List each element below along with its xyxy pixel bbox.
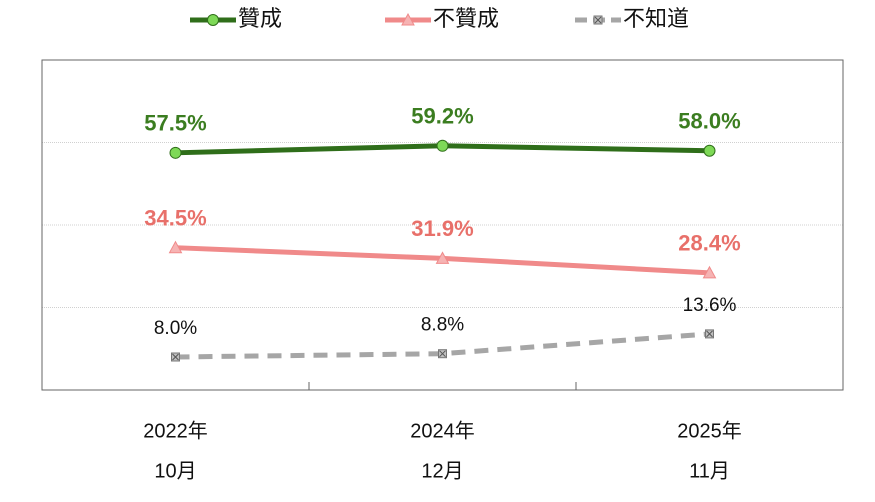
plot-frame [41,59,844,391]
marker [702,265,717,279]
x-tick-label: 11月 [689,460,730,482]
legend-label: 不知道 [623,6,689,31]
marker [436,139,449,152]
series-line [175,331,710,360]
x-tick-label: 2024年 [410,419,475,442]
data-label: 13.6% [683,295,737,316]
marker [705,329,714,339]
marker [435,251,450,264]
legend-label: 贊成 [238,6,282,31]
marker [401,12,415,26]
data-label: 34.5% [144,206,206,231]
x-tick-label: 10月 [154,460,196,482]
data-label: 8.8% [421,315,464,336]
marker [703,144,716,157]
data-label: 31.9% [411,216,473,241]
data-label: 8.0% [154,318,197,339]
data-label: 58.0% [678,109,740,134]
marker [438,349,447,359]
legend-label: 不贊成 [433,6,499,31]
data-label: 57.5% [144,111,206,136]
marker [168,240,183,254]
marker [171,352,180,362]
marker [169,146,182,159]
x-tick-label: 2022年 [143,419,208,442]
marker [207,14,219,26]
marker [593,15,603,25]
data-label: 28.4% [678,231,740,256]
data-label: 59.2% [411,104,473,129]
x-tick-label: 2025年 [677,419,742,442]
x-tick-label: 12月 [421,460,463,482]
